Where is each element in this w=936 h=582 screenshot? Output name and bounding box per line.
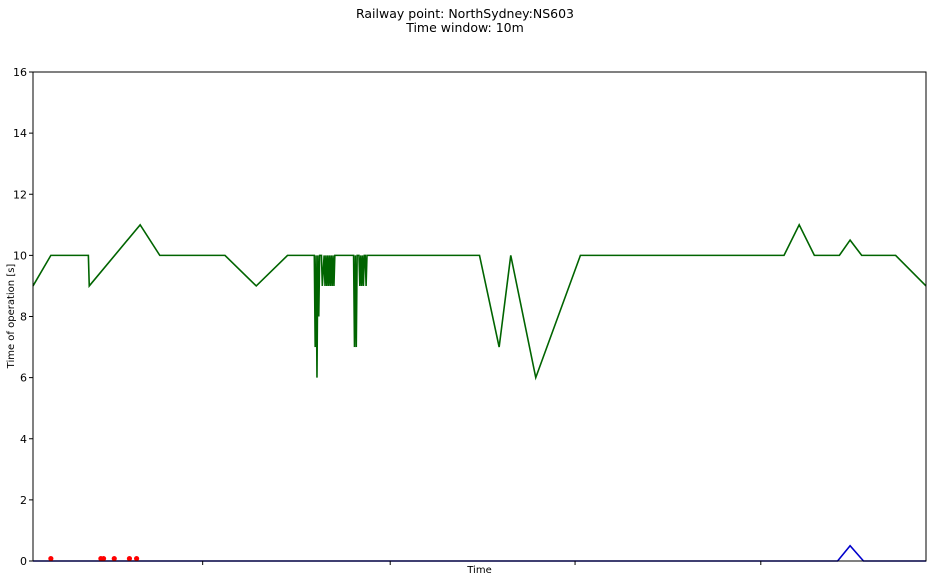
y-tick-label: 16 xyxy=(13,66,27,79)
chart-subtitle: Time window: 10m xyxy=(405,20,524,35)
scatter-point xyxy=(100,555,107,562)
chart-title: Railway point: NorthSydney:NS603 xyxy=(356,6,574,21)
y-axis-label: Time of operation [s] xyxy=(6,264,17,370)
scatter-point xyxy=(126,555,133,562)
series-line-1 xyxy=(33,544,926,562)
y-tick-label: 6 xyxy=(20,372,27,385)
scatter-point xyxy=(111,555,117,562)
series-line-0 xyxy=(32,223,927,381)
x-axis-label: Time xyxy=(466,565,491,576)
y-tick-label: 2 xyxy=(20,494,27,507)
y-tick-label: 12 xyxy=(13,188,27,201)
y-tick-label: 8 xyxy=(20,311,27,324)
plot-frame xyxy=(32,71,927,562)
scatter-point xyxy=(48,555,54,562)
plot-area xyxy=(32,223,927,562)
scatter-point xyxy=(133,555,140,562)
y-tick-label: 4 xyxy=(20,433,27,446)
y-tick-label: 0 xyxy=(20,555,27,568)
axes: 0 2 4 6 8 10 12 14 16 xyxy=(13,66,927,568)
y-tick-label: 10 xyxy=(13,249,27,262)
y-tick-label: 14 xyxy=(13,127,27,140)
